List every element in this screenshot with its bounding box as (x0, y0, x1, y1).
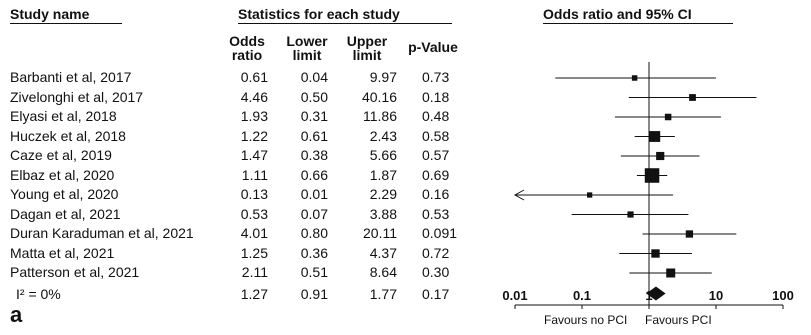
lower-limit-cell: 0.01 (300, 186, 328, 202)
odds-ratio-cell: 1.47 (240, 147, 268, 163)
p-value-cell: 0.48 (422, 108, 450, 124)
study-marker (689, 94, 696, 101)
odds-ratio-cell: 4.46 (240, 88, 268, 105)
lower-limit-cell: 0.50 (300, 88, 328, 105)
odds-ratio-cell: 0.53 (240, 205, 268, 222)
upper-limit-cell: 8.64 (369, 264, 397, 280)
upper-limit-cell: 3.88 (369, 205, 397, 222)
lower-limit-cell: 0.66 (300, 166, 328, 183)
study-name-cell: Matta et al, 2021 (10, 244, 115, 261)
summary-p-value: 0.17 (422, 286, 450, 302)
p-value-cell: 0.16 (422, 186, 450, 202)
study-name-cell: Patterson et al, 2021 (10, 264, 140, 280)
x-tick-label: 10 (709, 288, 723, 303)
odds-ratio-cell: 0.61 (240, 69, 268, 85)
study-marker (587, 192, 593, 198)
p-value-cell: 0.72 (422, 244, 450, 261)
upper-limit-header: Upper limit (346, 33, 388, 63)
plot-header: Odds ratio and 95% CI (543, 6, 692, 22)
upper-limit-cell: 20.11 (363, 225, 397, 241)
plot-header-underline (543, 23, 733, 24)
study-name-cell: Zivelonghi et al, 2017 (10, 88, 144, 105)
odds-ratio-cell: 1.25 (240, 244, 268, 261)
study-marker (649, 131, 661, 142)
odds-ratio-header: Odds ratio (229, 33, 265, 63)
study-name-cell: Dagan et al, 2021 (10, 205, 121, 222)
lower-limit-header: Lower limit (286, 33, 328, 63)
odds-ratio-cell: 4.01 (240, 225, 268, 241)
panel-label: a (10, 302, 23, 327)
p-value-cell: 0.57 (422, 147, 450, 163)
summary-diamond (646, 286, 666, 301)
ci-arrow (513, 189, 525, 201)
study-marker (631, 75, 638, 81)
x-tick-label: 1 (645, 288, 652, 303)
study-marker (666, 268, 676, 278)
p-value-cell: 0.73 (422, 69, 450, 85)
p-value-cell: 0.69 (422, 166, 450, 183)
p-value-cell: 0.53 (422, 205, 450, 222)
lower-limit-cell: 0.61 (300, 127, 328, 144)
odds-ratio-cell: 1.11 (241, 166, 268, 183)
study-name-cell: Huczek et al, 2018 (10, 127, 126, 144)
x-tick-label: 100 (772, 288, 794, 303)
upper-limit-cell: 2.29 (369, 186, 397, 202)
summary-odds-ratio: 1.27 (240, 286, 268, 302)
odds-ratio-cell: 2.11 (241, 264, 268, 280)
p-value-cell: 0.30 (422, 264, 450, 280)
study-marker (656, 151, 665, 161)
study-name-cell: Elyasi et al, 2018 (10, 108, 117, 124)
summary-label: I² = 0% (16, 286, 61, 302)
odds-ratio-cell: 0.13 (240, 186, 268, 202)
study-name-cell: Caze et al, 2019 (10, 147, 112, 163)
x-tick-label: 0.1 (573, 288, 591, 303)
odds-ratio-cell: 1.93 (240, 108, 268, 124)
upper-limit-cell: 40.16 (361, 88, 397, 105)
statistics-header: Statistics for each study (238, 6, 400, 22)
study-marker (651, 249, 660, 258)
study-name-cell: Barbanti et al, 2017 (10, 69, 132, 85)
upper-limit-cell: 4.37 (369, 244, 397, 261)
upper-limit-cell: 1.87 (369, 166, 397, 183)
odds-ratio-cell: 1.22 (240, 127, 268, 144)
upper-limit-cell: 11.86 (363, 108, 397, 124)
statistics-underline (238, 23, 452, 24)
study-name-underline (10, 23, 122, 24)
p-value-header: p-Value (408, 39, 458, 55)
summary-upper-limit: 1.77 (369, 286, 397, 302)
study-marker (644, 168, 660, 183)
study-marker (685, 230, 694, 238)
upper-limit-cell: 5.66 (369, 147, 397, 163)
study-name-header: Study name (10, 6, 90, 22)
summary-lower-limit: 0.91 (300, 286, 328, 302)
x-tick-label: 0.01 (502, 288, 527, 303)
lower-limit-cell: 0.04 (300, 69, 328, 85)
favours-right-label: Favours PCI (645, 313, 712, 327)
study-marker (664, 113, 672, 121)
p-value-cell: 0.18 (422, 88, 450, 105)
upper-limit-cell: 2.43 (369, 127, 397, 144)
lower-limit-cell: 0.80 (300, 225, 328, 241)
upper-limit-cell: 9.97 (369, 69, 397, 85)
p-value-cell: 0.091 (422, 225, 458, 241)
lower-limit-cell: 0.07 (300, 205, 328, 222)
study-name-cell: Duran Karaduman et al, 2021 (10, 225, 194, 241)
lower-limit-cell: 0.31 (300, 108, 328, 124)
lower-limit-cell: 0.38 (300, 147, 328, 163)
lower-limit-cell: 0.36 (300, 244, 328, 261)
favours-left-label: Favours no PCI (544, 313, 628, 327)
study-marker (627, 211, 634, 218)
p-value-cell: 0.58 (422, 127, 450, 144)
study-name-cell: Young et al, 2020 (10, 186, 119, 202)
study-name-cell: Elbaz et al, 2020 (10, 166, 115, 183)
lower-limit-cell: 0.51 (300, 264, 328, 280)
